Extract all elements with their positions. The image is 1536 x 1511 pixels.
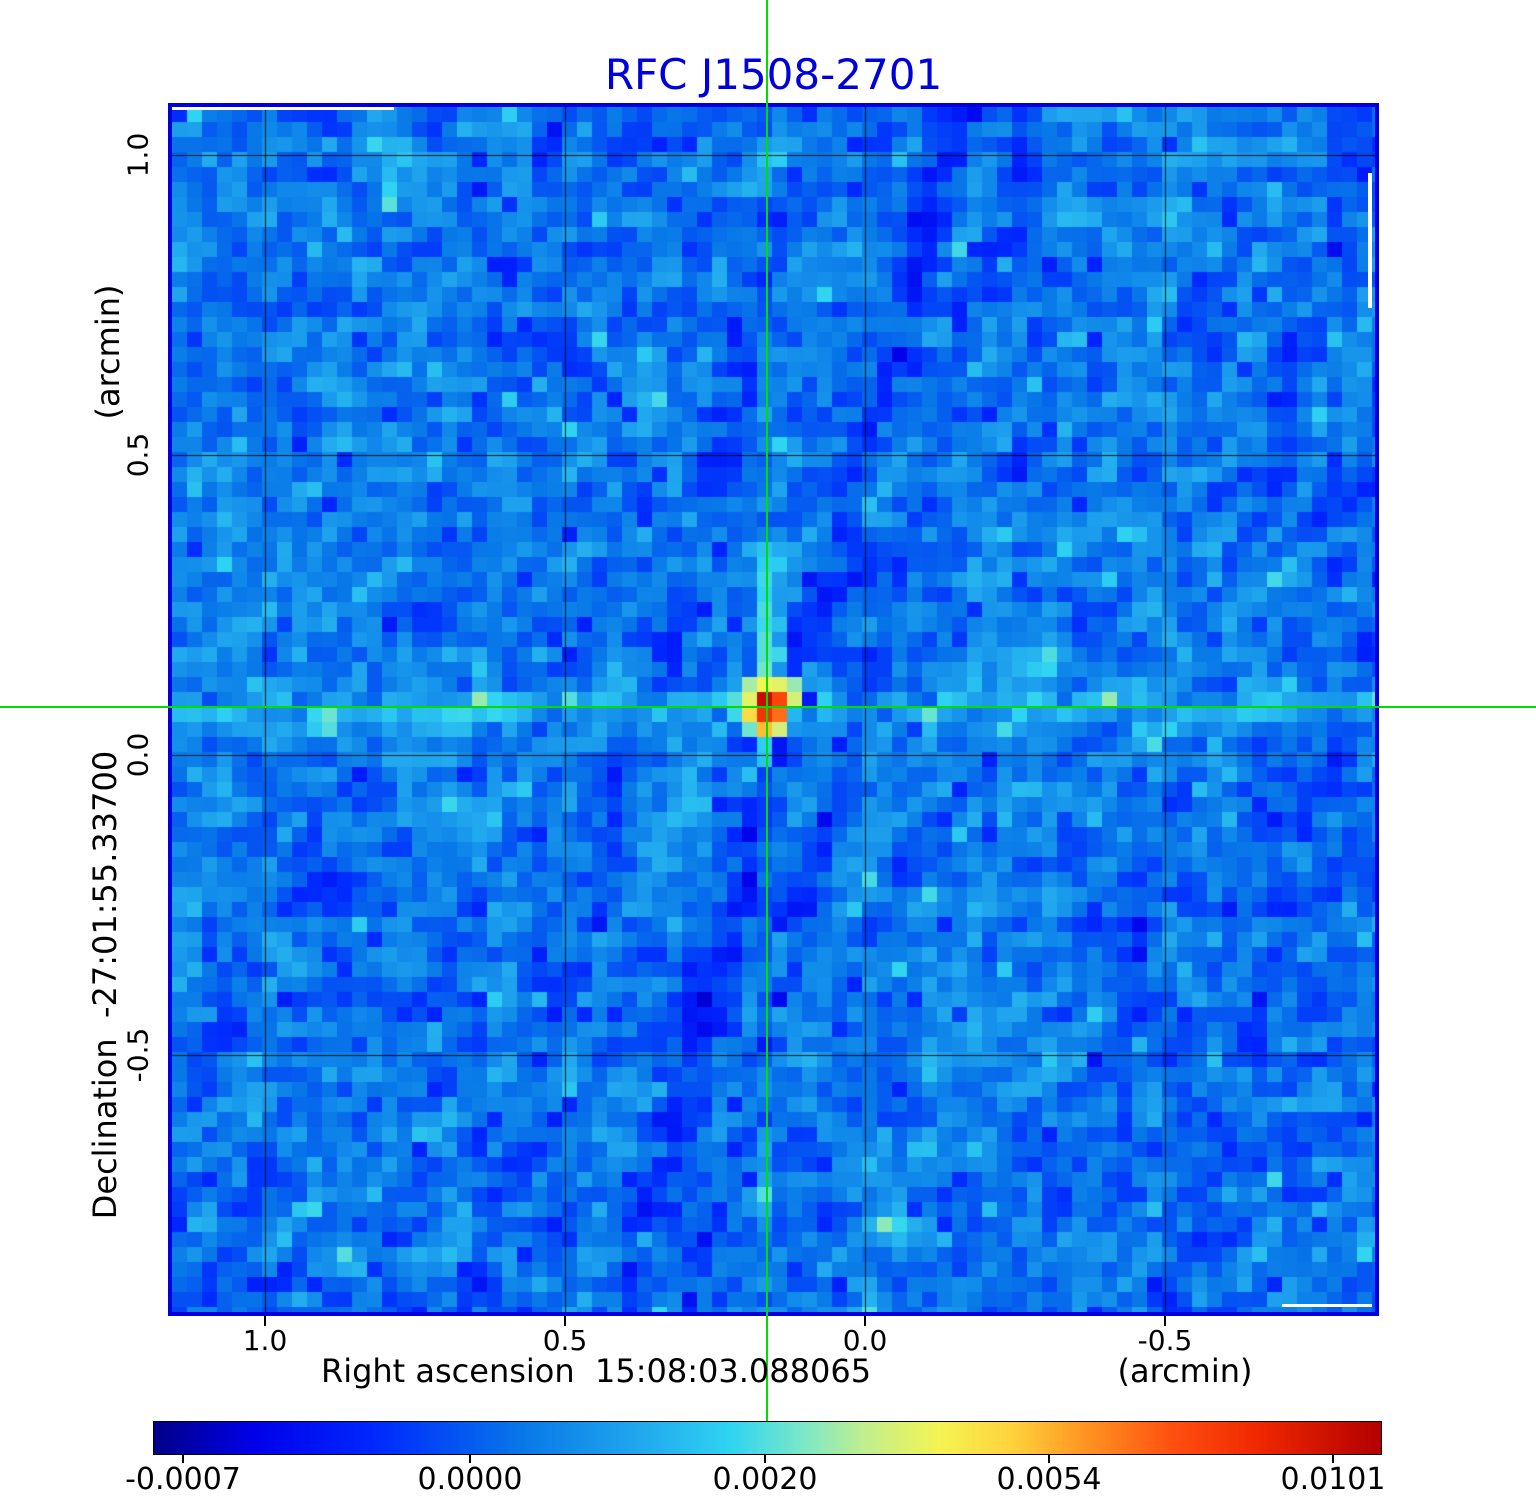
- x-axis-tick: [864, 1316, 866, 1326]
- colorbar-tick-label: 0.0101: [1280, 1462, 1386, 1497]
- plot-title: RFC J1508-2701: [604, 50, 943, 99]
- colorbar-tick: [764, 1454, 767, 1463]
- x-tick-label: 0.5: [542, 1324, 588, 1357]
- colorbar-tick-label: -0.0007: [125, 1462, 241, 1497]
- sky-map-heatmap[interactable]: [172, 107, 1375, 1312]
- y-tick-label: 1.0: [121, 132, 155, 178]
- x-axis-tick: [264, 1316, 266, 1326]
- x-axis-unit-label: (arcmin): [1117, 1352, 1253, 1390]
- colorbar-tick-label: 0.0000: [417, 1462, 523, 1497]
- colorbar-tick: [1047, 1454, 1050, 1463]
- map-frame: [168, 103, 1379, 1316]
- white-marker-line-bottom-right: [1282, 1304, 1372, 1307]
- colorbar-tick: [1332, 1454, 1335, 1463]
- x-tick-label: 0.0: [842, 1324, 888, 1357]
- crosshair-vertical-line: [766, 0, 768, 1421]
- white-marker-line-top: [172, 107, 394, 110]
- peak-source-marker: [757, 692, 788, 723]
- colorbar-tick-label: 0.0020: [712, 1462, 818, 1497]
- colorbar-gradient: [154, 1422, 1381, 1454]
- colorbar: [153, 1421, 1382, 1455]
- y-tick-label: 0.0: [121, 732, 155, 778]
- y-axis-title: Declination -27:01:55.33700: [86, 750, 124, 1220]
- x-axis-tick: [1164, 1316, 1166, 1326]
- colorbar-tick: [468, 1454, 471, 1463]
- colorbar-tick-label: 0.0054: [996, 1462, 1102, 1497]
- x-axis-tick: [564, 1316, 566, 1326]
- y-tick-label: -0.5: [121, 1027, 155, 1083]
- x-axis-title: Right ascension 15:08:03.088065: [320, 1352, 872, 1390]
- crosshair-horizontal-line: [0, 706, 1536, 708]
- x-tick-label: -0.5: [1137, 1324, 1193, 1357]
- x-tick-label: 1.0: [242, 1324, 288, 1357]
- white-marker-line-right: [1368, 173, 1372, 308]
- y-axis-unit-label: (arcmin): [89, 284, 127, 420]
- colorbar-tick: [182, 1454, 185, 1463]
- y-tick-label: 0.5: [121, 432, 155, 478]
